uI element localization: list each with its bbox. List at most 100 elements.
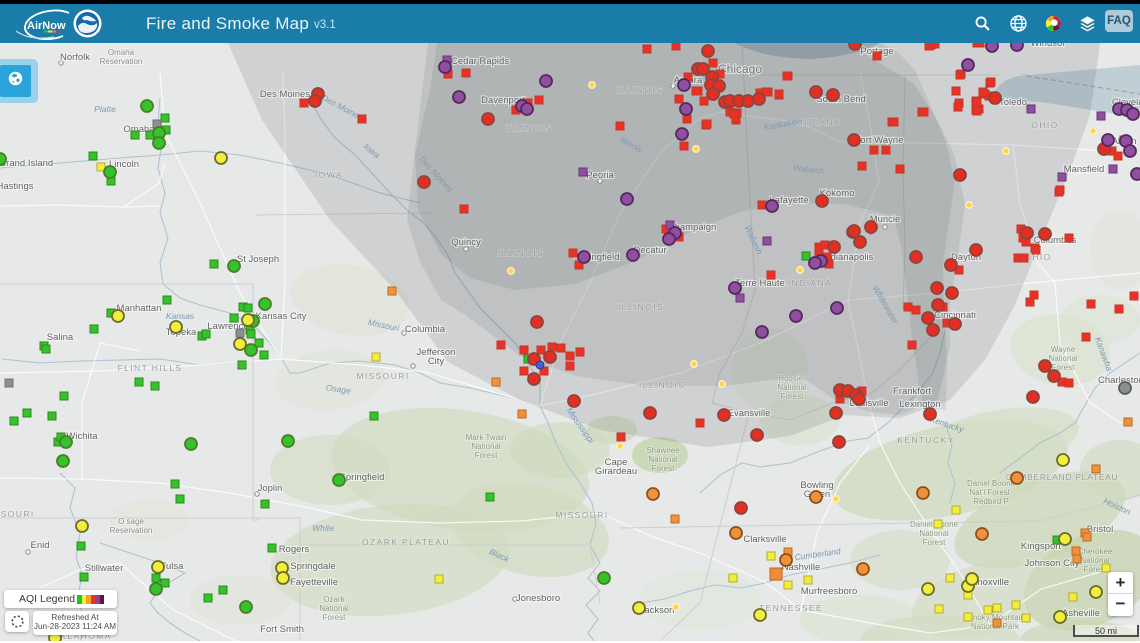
svg-text:Cedar Rapids: Cedar Rapids <box>451 56 509 67</box>
svg-text:City: City <box>428 356 445 367</box>
svg-text:KENTUCKY: KENTUCKY <box>897 435 955 445</box>
svg-text:Columbia: Columbia <box>405 324 446 335</box>
svg-text:Indianapolis: Indianapolis <box>823 252 874 263</box>
svg-text:Daniel Boone: Daniel Boone <box>967 479 1016 488</box>
svg-text:Reservation: Reservation <box>110 526 153 535</box>
svg-text:White: White <box>312 523 334 533</box>
svg-text:Evansville: Evansville <box>728 408 771 419</box>
svg-text:Jackson: Jackson <box>640 605 675 616</box>
svg-text:Toledo: Toledo <box>999 97 1027 108</box>
svg-text:Forest: Forest <box>923 538 946 547</box>
svg-text:Jefferson: Jefferson <box>417 347 456 358</box>
svg-text:Wabash: Wabash <box>792 162 824 176</box>
svg-text:Cape: Cape <box>605 457 628 468</box>
svg-text:Salina: Salina <box>47 332 74 343</box>
svg-text:Decatur: Decatur <box>633 245 666 256</box>
svg-text:Shawnee: Shawnee <box>646 446 680 455</box>
svg-text:OHIO: OHIO <box>1031 120 1058 130</box>
svg-text:OHIO: OHIO <box>1024 252 1051 262</box>
svg-text:Murfreesboro: Murfreesboro <box>801 586 858 597</box>
svg-text:Johnson City: Johnson City <box>1025 558 1080 569</box>
svg-text:Lincoln: Lincoln <box>109 159 139 170</box>
svg-text:Norfolk: Norfolk <box>60 52 90 63</box>
svg-text:Mansfield: Mansfield <box>1064 164 1105 175</box>
svg-text:Charleston: Charleston <box>1098 375 1140 386</box>
svg-text:Joplin: Joplin <box>258 483 283 494</box>
svg-text:Omaha: Omaha <box>108 48 135 57</box>
svg-text:Lafayette: Lafayette <box>769 195 808 206</box>
svg-text:National: National <box>919 529 949 538</box>
svg-text:Hastings: Hastings <box>0 181 34 192</box>
svg-text:Frankfort: Frankfort <box>893 386 931 397</box>
svg-text:Reservation: Reservation <box>100 57 143 66</box>
svg-text:Davenport: Davenport <box>481 95 525 106</box>
svg-text:Windsor: Windsor <box>1031 43 1066 49</box>
svg-text:Fort Smith: Fort Smith <box>260 624 304 635</box>
svg-text:Osage: Osage <box>325 382 351 395</box>
svg-text:ILLINOIS: ILLINOIS <box>618 302 664 312</box>
svg-text:OKLAHOMA: OKLAHOMA <box>52 631 111 641</box>
svg-text:Springfield: Springfield <box>340 472 385 483</box>
svg-text:MISSOURI: MISSOURI <box>0 509 35 519</box>
svg-text:FLINT HILLS: FLINT HILLS <box>118 363 183 373</box>
svg-text:Smoky Mountain: Smoky Mountain <box>965 613 1025 622</box>
svg-text:Forest: Forest <box>323 613 346 622</box>
svg-text:IOWA: IOWA <box>315 170 343 180</box>
svg-text:National: National <box>471 442 501 451</box>
svg-text:Fayetteville: Fayetteville <box>290 577 338 588</box>
svg-text:Asheville: Asheville <box>1062 608 1100 619</box>
svg-text:Lexington: Lexington <box>899 399 940 410</box>
svg-text:National: National <box>648 455 678 464</box>
svg-text:Bristol: Bristol <box>1087 524 1113 535</box>
svg-text:MISSOURI: MISSOURI <box>356 371 409 381</box>
svg-text:Forest: Forest <box>475 451 498 460</box>
svg-text:National: National <box>1080 556 1110 565</box>
svg-text:Jonesboro: Jonesboro <box>516 593 560 604</box>
svg-text:National: National <box>777 383 807 392</box>
svg-text:Quincy: Quincy <box>451 237 481 248</box>
svg-text:Forest: Forest <box>1052 363 1075 372</box>
svg-text:MISSOURI: MISSOURI <box>555 510 608 520</box>
svg-text:Des Moines: Des Moines <box>260 89 310 100</box>
svg-text:Peoria: Peoria <box>586 170 614 181</box>
svg-text:Manhattan: Manhattan <box>117 303 162 314</box>
svg-text:ILLINOIS: ILLINOIS <box>639 380 685 390</box>
svg-text:Rogers: Rogers <box>279 544 310 555</box>
svg-text:Muncie: Muncie <box>870 214 901 225</box>
svg-text:O sage: O sage <box>118 517 144 526</box>
svg-text:Wichita: Wichita <box>66 431 98 442</box>
svg-text:Ozark: Ozark <box>323 595 345 604</box>
svg-text:CUMBERLAND PLATEAU: CUMBERLAND PLATEAU <box>1006 472 1119 482</box>
svg-text:INDIANA: INDIANA <box>788 278 832 288</box>
svg-text:TENNESSEE: TENNESSEE <box>759 603 823 613</box>
svg-text:St Joseph: St Joseph <box>237 254 279 265</box>
svg-text:INDIANA: INDIANA <box>797 117 841 127</box>
svg-text:ILLINOIS: ILLINOIS <box>617 85 663 95</box>
svg-text:Redbird P: Redbird P <box>973 497 1009 506</box>
svg-text:Clarksville: Clarksville <box>743 534 786 545</box>
svg-text:Nat'l Forest-: Nat'l Forest- <box>969 488 1013 497</box>
svg-text:Forest: Forest <box>781 392 804 401</box>
svg-text:Terre Haute: Terre Haute <box>735 278 785 289</box>
svg-text:Chicago: Chicago <box>718 62 762 76</box>
svg-text:Cherokee: Cherokee <box>1078 547 1113 556</box>
svg-text:Kokomo: Kokomo <box>820 188 855 199</box>
svg-text:Stillwater: Stillwater <box>85 563 124 574</box>
svg-text:Mark Twain: Mark Twain <box>466 433 507 442</box>
svg-text:National: National <box>319 604 349 613</box>
svg-text:South Bend: South Bend <box>816 94 866 105</box>
svg-text:Kansas: Kansas <box>166 311 195 321</box>
svg-text:Forest: Forest <box>1084 565 1107 574</box>
svg-text:National: National <box>1048 354 1078 363</box>
svg-text:Kansas City: Kansas City <box>256 311 307 322</box>
svg-text:Grand Island: Grand Island <box>0 158 53 169</box>
svg-text:ILLINOIS: ILLINOIS <box>506 123 552 133</box>
svg-text:Wayne: Wayne <box>1051 345 1076 354</box>
svg-text:OZARK PLATEAU: OZARK PLATEAU <box>362 537 450 547</box>
svg-text:Springdale: Springdale <box>290 561 335 572</box>
svg-text:Kingsport: Kingsport <box>1021 541 1061 552</box>
svg-text:Forest: Forest <box>652 464 675 473</box>
svg-text:Fort Wayne: Fort Wayne <box>855 135 904 146</box>
svg-text:AirNow: AirNow <box>27 20 66 32</box>
svg-text:Tulsa: Tulsa <box>161 561 185 572</box>
